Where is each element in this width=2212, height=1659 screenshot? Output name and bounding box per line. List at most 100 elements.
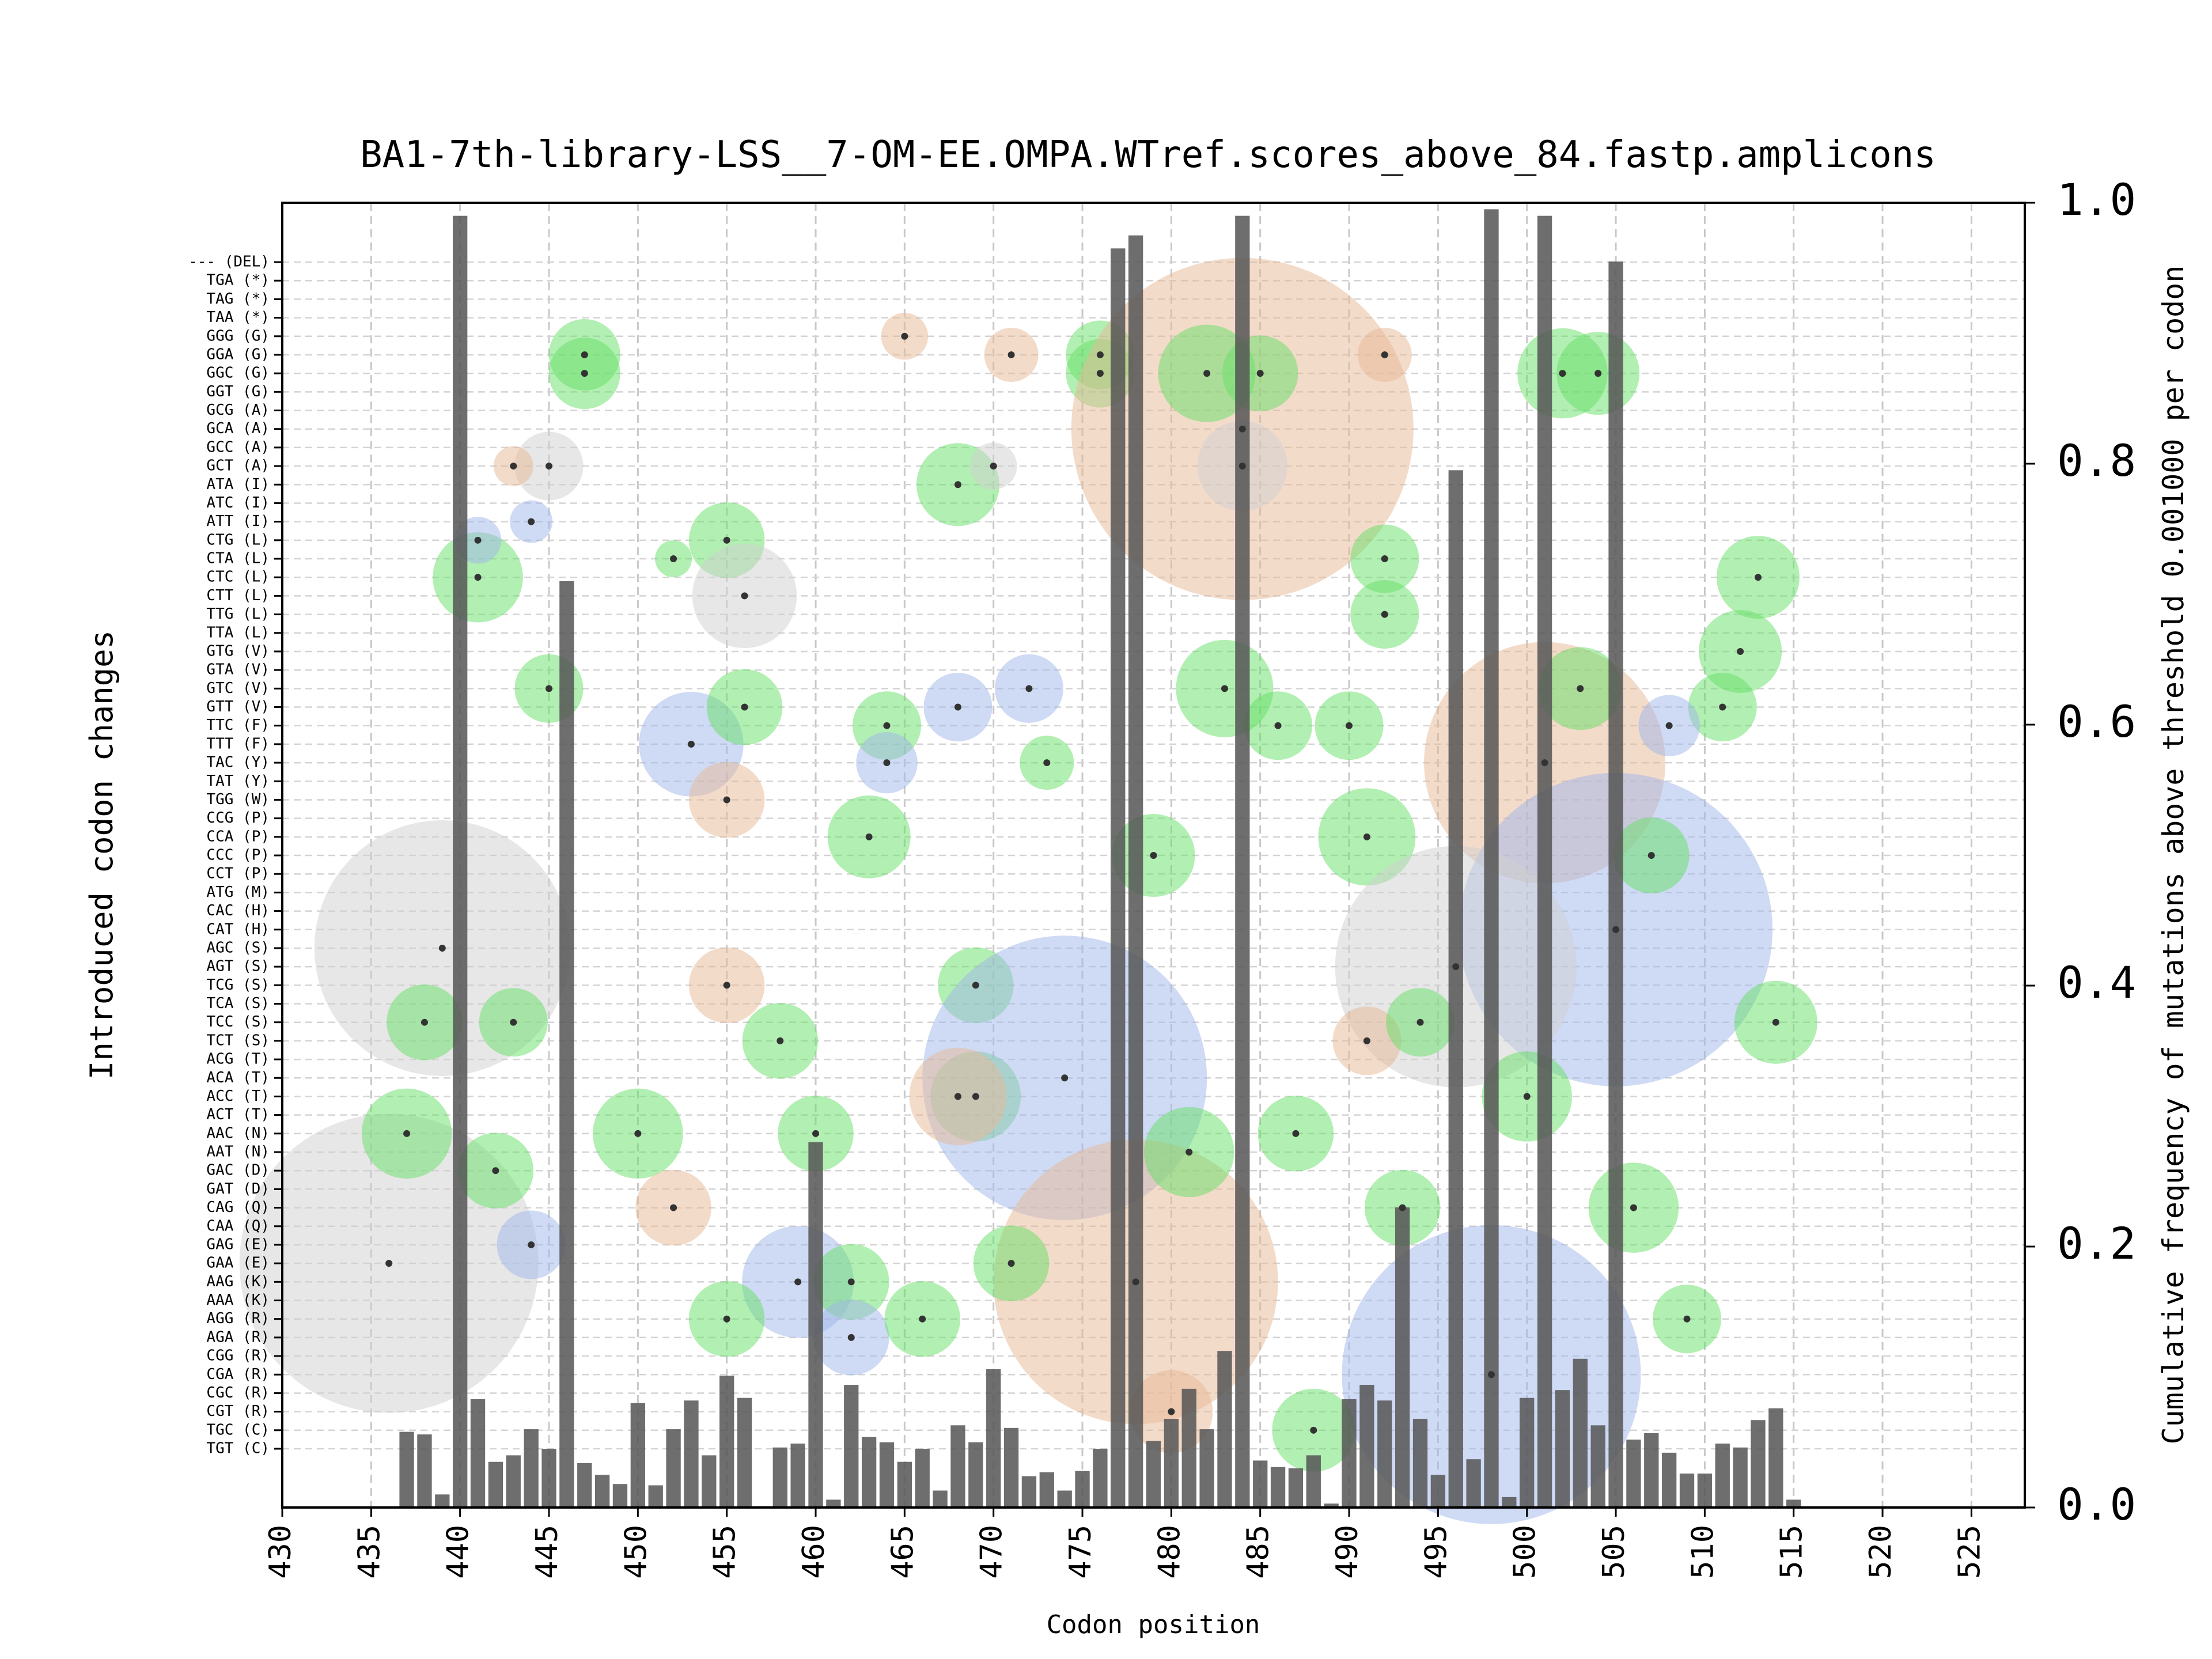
- codon-tick-label: ACC (T): [206, 1088, 270, 1105]
- frequency-bar: [612, 1484, 628, 1508]
- codon-tick-label: CGT (R): [206, 1403, 270, 1420]
- y-right-axis-label: Cumulative frequency of mutations above …: [2157, 266, 2190, 1445]
- frequency-bar: [1768, 1408, 1783, 1508]
- codon-tick-label: AGA (R): [206, 1328, 270, 1346]
- bars: [399, 209, 1801, 1508]
- codon-tick-label: AGT (S): [206, 958, 270, 975]
- codon-tick-label: TCG (S): [206, 976, 270, 994]
- bubble-center-dot: [1096, 351, 1104, 358]
- bubble-center-dot: [723, 796, 730, 804]
- frequency-bar: [1751, 1420, 1766, 1508]
- codon-tick-label: TTT (F): [206, 735, 270, 752]
- frequency-bar: [1395, 1207, 1410, 1508]
- codon-tick-label: CTT (L): [206, 587, 270, 604]
- bubble-center-dot: [723, 982, 730, 989]
- codon-tick-label: CTG (L): [206, 531, 270, 548]
- codon-tick-label: TGA (*): [206, 272, 270, 289]
- frequency-bar: [737, 1397, 752, 1508]
- bubble-center-dot: [1559, 370, 1566, 377]
- codon-tick-label: TAG (*): [206, 290, 270, 308]
- frequency-bar: [470, 1399, 486, 1508]
- frequency-bar: [1573, 1358, 1588, 1508]
- frequency-bar: [1217, 1351, 1232, 1508]
- bubble-center-dot: [510, 463, 517, 470]
- frequency-bar: [772, 1447, 787, 1508]
- bubble-center-dot: [1203, 370, 1211, 377]
- frequency-bar: [1003, 1427, 1019, 1508]
- bubble-center-dot: [1381, 351, 1388, 358]
- bubble-center-dot: [847, 1278, 855, 1286]
- bubble-center-dot: [954, 1093, 961, 1100]
- codon-tick-label: TCA (S): [206, 995, 270, 1012]
- bubble-center-dot: [1594, 370, 1602, 377]
- bubble-center-dot: [794, 1278, 802, 1286]
- bubble-center-dot: [385, 1260, 393, 1267]
- frequency-bar: [1324, 1503, 1339, 1508]
- bubble-center-dot: [901, 332, 908, 340]
- frequency-bar: [1786, 1499, 1801, 1508]
- y-right-tick-label: 0.2: [2057, 1218, 2136, 1269]
- bubble-center-dot: [1541, 759, 1548, 767]
- x-tick-label: 435: [352, 1525, 387, 1579]
- x-tick-label: 445: [530, 1525, 565, 1579]
- bubble-center-dot: [1292, 1130, 1300, 1137]
- x-tick-label: 450: [619, 1525, 653, 1579]
- codon-tick-label: GGT (G): [206, 383, 270, 400]
- codon-tick-label: ATG (M): [206, 884, 270, 901]
- frequency-bar: [630, 1403, 646, 1508]
- codon-tick-label: CTA (L): [206, 550, 270, 567]
- x-tick-label: 430: [263, 1525, 298, 1579]
- frequency-bar: [1164, 1418, 1179, 1508]
- x-axis-ticks: 430 435 440 445 450 455 460 465 470 475 480 485 490 4…: [263, 1508, 1987, 1579]
- frequency-bar: [808, 1142, 823, 1508]
- x-tick-label: 500: [1508, 1525, 1543, 1579]
- bubble-center-dot: [581, 351, 588, 358]
- codon-tick-label: GCG (A): [206, 402, 270, 419]
- codon-tick-label: GGC (G): [206, 365, 270, 382]
- frequency-bar: [1520, 1397, 1535, 1508]
- codon-tick-label: ACG (T): [206, 1051, 270, 1068]
- codon-tick-label: GTC (V): [206, 680, 270, 697]
- codon-tick-label: TAA (*): [206, 309, 270, 326]
- codon-tick-label: GGG (G): [206, 327, 270, 344]
- bubble-center-dot: [954, 481, 961, 488]
- frequency-bar: [719, 1376, 734, 1508]
- codon-tick-label: GAC (D): [206, 1162, 270, 1179]
- x-tick-label: 485: [1241, 1525, 1276, 1579]
- x-tick-label: 455: [708, 1525, 743, 1579]
- bubble-center-dot: [438, 944, 446, 952]
- frequency-bar: [594, 1475, 610, 1508]
- frequency-bar: [1377, 1400, 1392, 1508]
- codon-tick-label: AGG (R): [206, 1310, 270, 1327]
- bubble-center-dot: [1416, 1018, 1424, 1026]
- frequency-bar: [577, 1463, 592, 1508]
- frequency-bar: [1039, 1472, 1054, 1508]
- x-tick-label: 505: [1597, 1525, 1631, 1579]
- x-tick-label: 480: [1152, 1525, 1187, 1579]
- codon-tick-label: GTA (V): [206, 661, 270, 679]
- frequency-bar: [506, 1455, 521, 1508]
- frequency-bar: [879, 1442, 895, 1508]
- x-tick-label: 525: [1952, 1525, 1987, 1579]
- frequency-bar: [453, 215, 468, 1508]
- codon-tick-label: CAC (H): [206, 902, 270, 919]
- codon-tick-label: ACA (T): [206, 1069, 270, 1086]
- frequency-bar: [1111, 248, 1126, 1508]
- bubble-center-dot: [1007, 351, 1015, 358]
- frequency-bar: [826, 1499, 841, 1508]
- frequency-bar: [915, 1449, 930, 1508]
- bubble-center-dot: [546, 463, 553, 470]
- frequency-bar: [1430, 1475, 1446, 1508]
- codon-tick-label: GCT (A): [206, 457, 270, 475]
- frequency-bar: [488, 1461, 503, 1508]
- frequency-bar: [648, 1485, 663, 1508]
- x-tick-label: 510: [1685, 1525, 1720, 1579]
- codon-tick-label: CTC (L): [206, 569, 270, 586]
- x-tick-label: 470: [975, 1525, 1009, 1579]
- y-right-tick-label: 1.0: [2057, 174, 2136, 225]
- bubble-center-dot: [1221, 685, 1228, 692]
- bubble-center-dot: [1363, 833, 1370, 840]
- codon-tick-label: AAT (N): [206, 1143, 270, 1161]
- codon-tick-label: GAG (E): [206, 1236, 270, 1253]
